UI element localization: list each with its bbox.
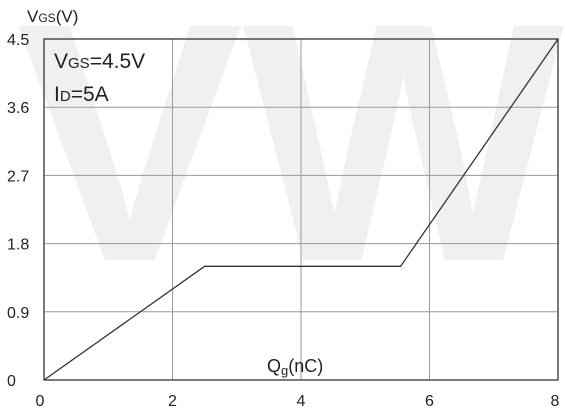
y-tick-label: 1.8 bbox=[7, 237, 29, 254]
y-tick-label: 3.6 bbox=[7, 100, 29, 117]
y-tick-label: 0.9 bbox=[7, 305, 29, 322]
x-tick-label: 4 bbox=[297, 393, 306, 410]
x-tick-label: 6 bbox=[425, 393, 434, 410]
grid bbox=[44, 39, 558, 380]
y-tick-label: 2.7 bbox=[7, 168, 29, 185]
y-tick-label: 0 bbox=[7, 373, 16, 390]
plot-border bbox=[43, 38, 559, 381]
series-layer bbox=[43, 38, 559, 381]
plot-frame bbox=[43, 38, 559, 381]
x-tick-label: 2 bbox=[168, 393, 177, 410]
x-axis-ticks: 0 2 4 6 8 bbox=[36, 393, 560, 410]
annotation-vgs: VGS=4.5V bbox=[54, 50, 145, 73]
x-tick-label: 8 bbox=[551, 393, 560, 410]
y-tick-label: 4.5 bbox=[7, 32, 29, 49]
series-line-0 bbox=[43, 38, 559, 381]
x-tick-label: 0 bbox=[36, 393, 45, 410]
watermark: VW bbox=[16, 0, 565, 333]
x-axis-label: Qg(nC) bbox=[267, 356, 323, 378]
y-axis-label: VGS(V) bbox=[27, 7, 78, 26]
annotation-id: ID=5A bbox=[54, 83, 109, 106]
watermark-text: VW bbox=[16, 0, 565, 333]
y-axis-ticks: 0 0.9 1.8 2.7 3.6 4.5 bbox=[7, 32, 29, 390]
